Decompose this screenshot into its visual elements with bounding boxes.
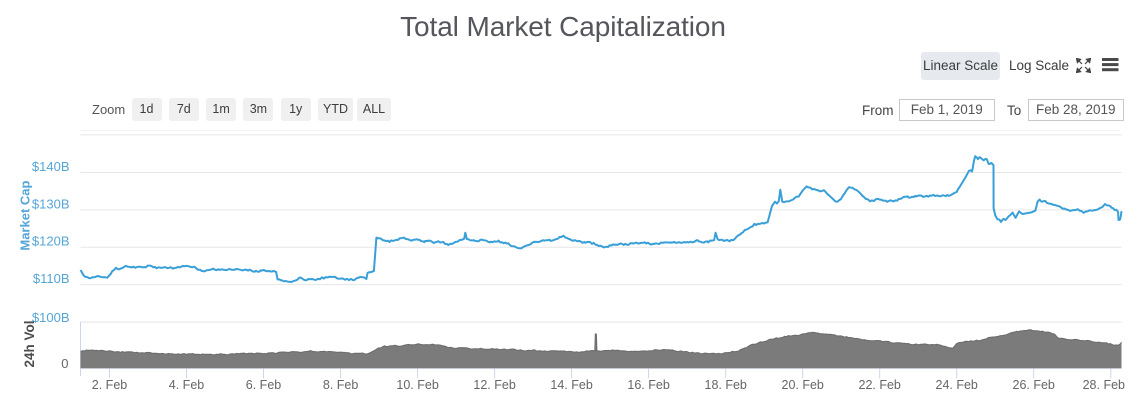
svg-text:22. Feb: 22. Feb [859,378,901,392]
svg-text:10. Feb: 10. Feb [396,378,438,392]
svg-text:$120B: $120B [32,234,70,249]
svg-text:0: 0 [61,356,68,371]
svg-text:14. Feb: 14. Feb [550,378,592,392]
svg-text:16. Feb: 16. Feb [627,378,669,392]
svg-text:12. Feb: 12. Feb [473,378,515,392]
svg-text:26. Feb: 26. Feb [1013,378,1055,392]
svg-text:8. Feb: 8. Feb [323,378,358,392]
svg-text:6. Feb: 6. Feb [246,378,281,392]
svg-text:$130B: $130B [32,196,70,211]
svg-text:$110B: $110B [33,271,70,286]
svg-text:28. Feb: 28. Feb [1083,378,1125,392]
svg-text:20. Feb: 20. Feb [782,378,824,392]
svg-text:$100B: $100B [32,310,70,325]
svg-text:Market Cap: Market Cap [18,181,33,251]
svg-text:24. Feb: 24. Feb [936,378,978,392]
svg-text:2. Feb: 2. Feb [92,378,127,392]
svg-text:24h Vol: 24h Vol [22,320,37,367]
svg-text:4. Feb: 4. Feb [169,378,204,392]
svg-text:18. Feb: 18. Feb [705,378,747,392]
svg-text:$140B: $140B [32,159,70,174]
